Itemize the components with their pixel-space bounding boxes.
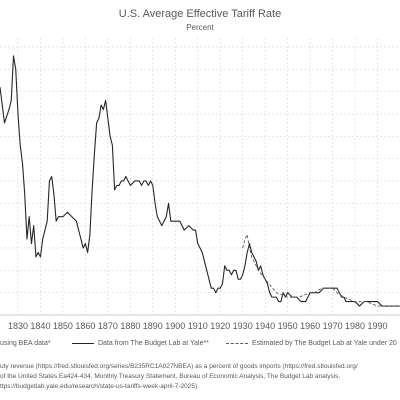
x-tick-label: 1990 [368,321,388,331]
source-note-line: ttps://budgetlab.yale.edu/research/state… [0,383,199,390]
legend-item-bea: using BEA data* [0,340,51,347]
x-tick-label: 1910 [188,321,208,331]
source-note-line: uty revenue (https://fred.stlouisfed.org… [0,363,358,370]
source-notes: uty revenue (https://fred.stlouisfed.org… [0,362,400,392]
x-tick-label: 1970 [323,321,343,331]
x-tick-label: 1880 [120,321,140,331]
x-tick-label: 1950 [278,321,298,331]
gridlines [0,38,400,316]
x-tick-label: 1890 [143,321,163,331]
legend-swatch-solid [72,342,94,344]
series-line-estimated-2025 [242,234,400,307]
x-tick-label: 1840 [30,321,50,331]
x-tick-label: 1830 [8,321,28,331]
legend-item-estimated: Estimated by The Budget Lab at Yale unde… [226,340,397,347]
series-line-budget-lab [0,55,400,307]
x-tick-label: 1870 [98,321,118,331]
chart-title: U.S. Average Effective Tariff Rate [118,8,282,20]
x-axis-ticks: 1830 1840 1850 1860 1870 1880 1890 1900 1910 1920… [8,321,388,331]
x-tick-label: 1850 [53,321,73,331]
legend-swatch-dashed [226,342,248,344]
x-tick-label: 1940 [255,321,275,331]
legend: using BEA data* Data from The Budget Lab… [0,340,400,352]
x-tick-label: 1900 [165,321,185,331]
x-tick-label: 1860 [75,321,95,331]
x-tick-label: 1920 [210,321,230,331]
chart-subtitle: Percent [186,23,214,32]
legend-item-budget-lab: Data from The Budget Lab at Yale** [72,340,209,347]
x-tick-label: 1960 [300,321,320,331]
x-tick-label: 1930 [233,321,253,331]
series-lines [0,55,400,307]
x-tick-label: 1980 [345,321,365,331]
source-note-line: of the United States Ea424-434, Monthly … [0,373,341,380]
